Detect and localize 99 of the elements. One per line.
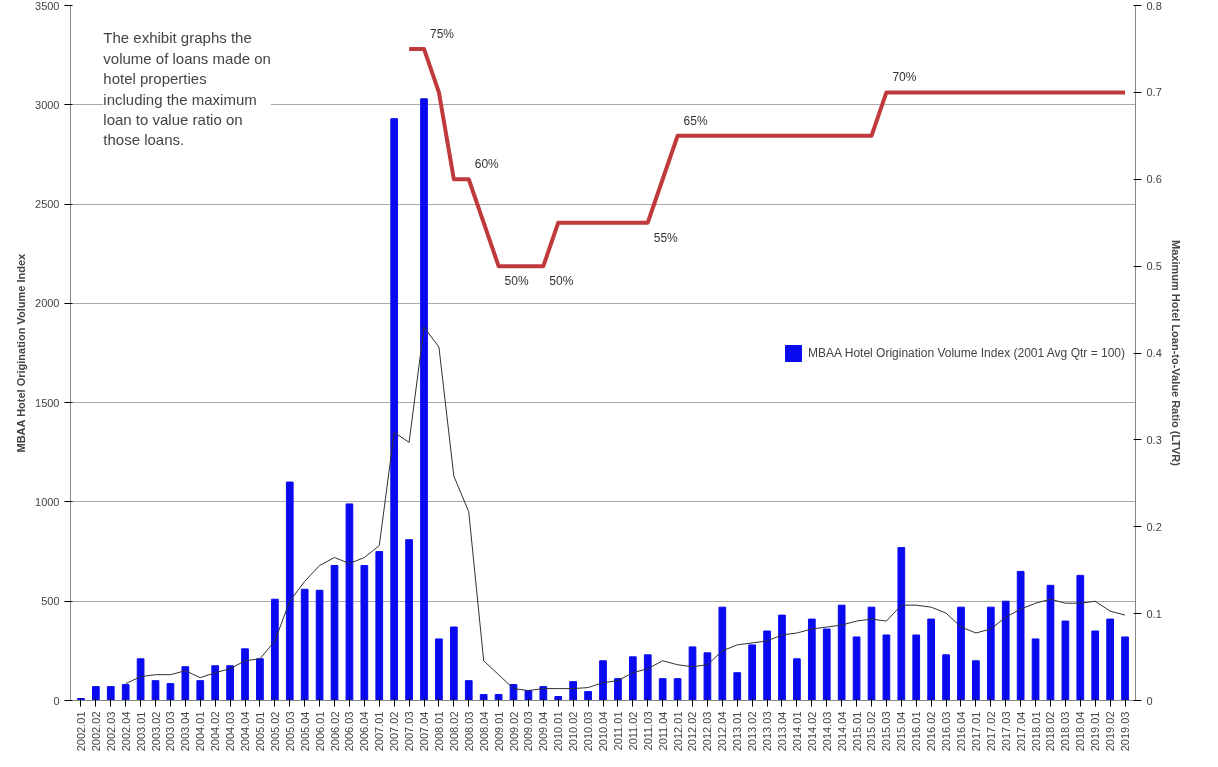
x-tick-label: 2016.01 [910,711,923,752]
x-tick-label: 2008.01 [432,711,445,752]
x-tick-label: 2011.03 [641,711,654,751]
x-tick-label: 2017.01 [969,711,982,752]
annotation: The exhibit graphs the volume of loans made on hotel properties including the maximum loan to value ratio on those loans. [103,29,271,149]
data-label: 75% [430,26,455,41]
y-tick-label: 1500 [35,396,60,409]
x-tick-label: 2012.01 [671,711,684,752]
x-tick-label: 2012.03 [701,711,714,752]
y-tick-label: 3500 [35,0,60,12]
x-tick-label: 2009.04 [537,711,550,752]
x-tick-label: 2004.03 [224,711,237,752]
x-tick-label: 2019.01 [1089,711,1102,752]
x-tick-label: 2015.04 [895,711,908,752]
x-tick-label: 2013.03 [761,711,774,752]
x-tick-label: 2015.03 [880,711,893,752]
x-tick-label: 2016.03 [940,711,953,752]
x-tick-label: 2005.01 [253,711,266,752]
x-tick-label: 2013.02 [746,711,759,752]
x-tick-label: 2017.03 [999,711,1012,752]
x-tick-label: 2014.02 [805,711,818,752]
x-tick-label: 2007.02 [388,711,401,752]
x-tick-label: 2008.04 [477,711,490,752]
y-tick-label: 500 [41,595,60,608]
x-tick-label: 2014.01 [790,711,803,752]
x-tick-label: 2007.01 [373,711,386,752]
x-tick-label: 2018.04 [1074,711,1087,752]
x-tick-label: 2013.01 [731,711,744,752]
x-tick-label: 2006.02 [328,711,341,752]
y2-tick-label: 0.4 [1146,347,1162,359]
x-tick-label: 2009.02 [507,711,520,752]
x-tick-label: 2015.01 [850,711,863,752]
legend-label: MBAA Hotel Origination Volume Index (2001 Avg Qtr = 100) [808,345,1125,360]
x-tick-label: 2011.01 [611,711,624,751]
x-tick-label: 2009.03 [522,711,535,752]
y2-tick-label: 0.3 [1146,433,1162,446]
y-tick-label: 2500 [35,198,60,211]
x-tick-label: 2010.01 [552,711,565,752]
x-tick-label: 2008.03 [462,711,475,752]
x-tick-label: 2002.01 [74,711,87,752]
x-tick-label: 2003.03 [164,711,177,752]
x-tick-label: 2013.04 [775,711,788,752]
x-tick-label: 2012.02 [686,711,699,752]
data-label: 65% [683,113,708,128]
x-tick-label: 2016.04 [954,711,967,752]
y2-tick-label: 0.6 [1146,173,1162,186]
x-tick-label: 2014.04 [835,711,848,752]
x-tick-label: 2019.02 [1104,711,1117,752]
y2-tick-label: 0.7 [1146,86,1162,99]
x-tick-label: 2017.04 [1014,711,1027,752]
x-tick-label: 2018.03 [1059,711,1072,752]
x-tick-label: 2007.03 [403,711,416,752]
x-tick-label: 2006.04 [358,711,371,752]
x-tick-label: 2010.03 [582,711,595,752]
y-axis-title: MBAA Hotel Origination Volume Index [15,253,28,453]
x-tick-label: 2018.02 [1044,711,1057,752]
y2-tick-label: 0.2 [1146,520,1162,533]
x-tick-label: 2002.04 [119,711,132,752]
x-tick-label: 2005.02 [268,711,281,752]
x-tick-label: 2007.04 [418,711,431,752]
x-tick-label: 2010.04 [597,711,609,752]
x-tick-label: 2004.02 [209,711,222,752]
x-tick-label: 2011.02 [626,711,639,751]
y-tick-label: 3000 [35,98,60,111]
x-tick-label: 2002.02 [89,711,102,752]
x-tick-label: 2004.04 [239,711,252,752]
x-tick-label: 2006.03 [343,711,356,752]
x-tick-label: 2005.03 [283,711,296,752]
y2-tick-label: 0.8 [1146,0,1162,12]
y-tick-label: 0 [53,694,60,707]
x-tick-label: 2003.04 [179,711,192,752]
x-tick-label: 2009.01 [492,711,505,752]
x-tick-label: 2003.01 [134,711,147,752]
x-tick-label: 2005.04 [298,711,311,752]
x-tick-label: 2014.03 [820,711,833,752]
x-tick-label: 2003.02 [149,711,162,752]
y-tick-label: 2000 [35,297,60,310]
x-tick-label: 2010.02 [567,711,580,752]
x-tick-label: 2008.02 [447,711,460,752]
y2-tick-label: 0.1 [1146,607,1162,620]
y-tick-label: 1000 [35,495,60,508]
x-tick-label: 2006.01 [313,711,326,752]
y2-axis-title: Maximum Hotel Loan-to-Value Ratio (LTVR) [1169,240,1182,467]
data-label: 70% [892,70,917,85]
x-tick-label: 2019.03 [1119,711,1132,752]
data-label: 50% [549,274,574,289]
data-label: 60% [474,157,500,172]
x-tick-label: 2004.01 [194,711,207,752]
x-tick-label: 2011.04 [656,711,669,751]
x-tick-label: 2002.03 [104,711,117,752]
x-tick-label: 2016.02 [925,711,938,752]
data-label: 55% [653,230,679,245]
x-tick-label: 2018.01 [1029,711,1042,752]
x-tick-label: 2012.04 [716,711,729,752]
x-tick-label: 2017.02 [984,711,997,752]
y2-tick-label: 0 [1146,694,1153,707]
x-tick-label: 2015.02 [865,711,878,752]
data-label: 50% [504,274,529,289]
y2-tick-label: 0.5 [1146,260,1162,273]
